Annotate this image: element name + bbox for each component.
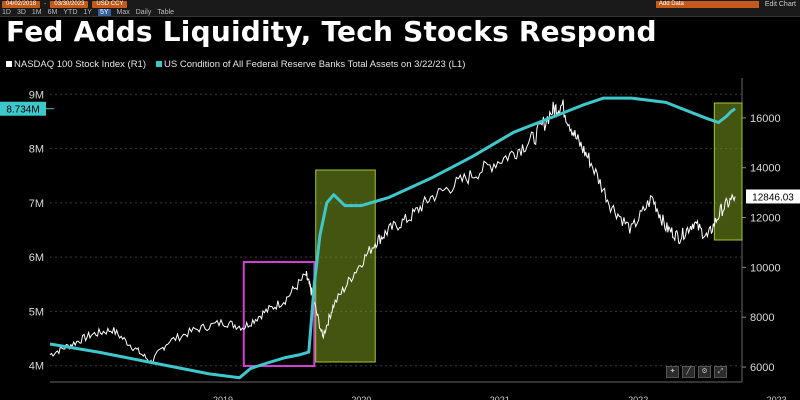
series-line-fed — [49, 96, 736, 380]
period-1d[interactable]: 1D — [2, 8, 11, 16]
x-tick-label-2020: 2020 — [351, 395, 371, 400]
annotation-magenta-box — [242, 261, 316, 367]
right-tick-label-10000: 10000 — [750, 262, 781, 274]
end-date-field[interactable]: 03/30/2023 — [50, 0, 89, 8]
draw-icon[interactable]: ╱ — [682, 366, 695, 378]
security-field[interactable]: USD CCY — [92, 0, 128, 8]
period-1m[interactable]: 1M — [31, 8, 42, 16]
start-date-field[interactable]: 04/02/2018 — [2, 0, 41, 8]
left-tick-label-8M: 8M — [29, 144, 44, 156]
x-tick-label-2021: 2021 — [490, 395, 510, 400]
left-tick-label-4M: 4M — [29, 361, 44, 373]
period-5y[interactable]: 5Y — [97, 8, 111, 16]
chart-toolbar: 04/02/2018 - 03/30/2023 USD CCY 1D 3D 1M… — [0, 0, 800, 17]
series-line-nasdaq — [49, 99, 736, 365]
period-6m[interactable]: 6M — [47, 8, 58, 16]
left-tick-label-9M: 9M — [29, 89, 44, 101]
table-view-button[interactable]: Table — [157, 8, 175, 16]
legend-swatch-fed — [156, 61, 162, 67]
left-last-value-label: 8.734M — [6, 105, 39, 116]
add-data-field[interactable]: Add Data — [655, 0, 759, 8]
left-last-value-tag — [0, 101, 46, 116]
right-last-value-tag — [746, 189, 800, 204]
legend-label-fed: US Condition of All Federal Reserve Bank… — [164, 58, 466, 70]
period-max[interactable]: Max — [116, 8, 130, 16]
chart-title: Fed Adds Liquidity, Tech Stocks Respond — [6, 15, 657, 48]
expand-icon[interactable]: ⤢ — [714, 366, 727, 378]
right-tick-label-8000: 8000 — [750, 312, 774, 324]
left-tick-label-5M: 5M — [29, 306, 44, 318]
x-tick-label-2022: 2022 — [628, 395, 648, 400]
period-ytd[interactable]: YTD — [63, 8, 78, 16]
left-tick-label-6M: 6M — [29, 252, 44, 264]
chart-legend: NASDAQ 100 Stock Index (R1) US Condition… — [6, 57, 465, 71]
right-last-value-label: 12846.03 — [752, 192, 794, 203]
edit-chart-button[interactable]: Edit Chart — [764, 0, 796, 8]
pointer-icon[interactable]: ✦ — [666, 366, 679, 378]
legend-item-nasdaq[interactable]: NASDAQ 100 Stock Index (R1) — [6, 59, 146, 70]
period-3d[interactable]: 3D — [16, 8, 26, 16]
chart-mini-toolbar: ✦ ╱ ⚙ ⤢ — [666, 366, 727, 378]
x-tick-label-2019: 2019 — [213, 395, 233, 400]
legend-label-nasdaq: NASDAQ 100 Stock Index (R1) — [14, 58, 146, 70]
legend-swatch-nasdaq — [6, 61, 12, 67]
right-tick-label-6000: 6000 — [750, 362, 774, 374]
right-tick-label-12000: 12000 — [750, 213, 781, 225]
right-tick-label-16000: 16000 — [750, 113, 781, 125]
frequency-select[interactable]: Daily — [135, 8, 152, 16]
right-tick-label-14000: 14000 — [750, 163, 781, 175]
left-tick-label-7M: 7M — [29, 198, 44, 210]
period-1y[interactable]: 1Y — [83, 8, 92, 16]
settings-icon[interactable]: ⚙ — [698, 366, 711, 378]
x-tick-label-2023: 2023 — [767, 395, 787, 400]
legend-item-fed[interactable]: US Condition of All Federal Reserve Bank… — [156, 59, 465, 70]
